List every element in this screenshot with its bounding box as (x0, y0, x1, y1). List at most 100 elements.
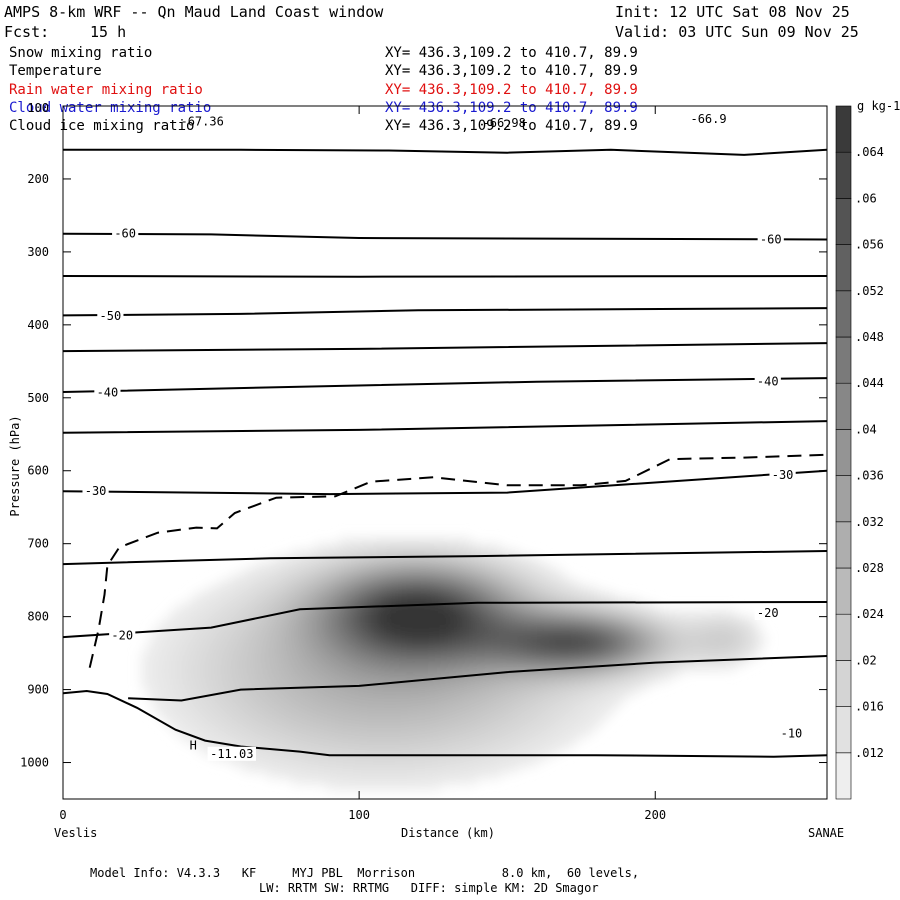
heat-cell (405, 760, 412, 767)
heat-cell (519, 670, 526, 677)
heat-cell (375, 718, 382, 725)
heat-cell (435, 616, 442, 623)
heat-cell (453, 550, 460, 557)
heat-cell (495, 688, 502, 695)
heat-cell (561, 676, 568, 683)
heat-cell (387, 772, 394, 779)
heat-cell (429, 760, 436, 767)
heat-cell (369, 730, 376, 737)
heat-cell (267, 694, 274, 701)
heat-cell (759, 640, 766, 647)
heat-cell (519, 610, 526, 617)
heat-cell (495, 622, 502, 629)
heat-cell (405, 574, 412, 581)
heat-cell (567, 634, 574, 641)
heat-cell (483, 658, 490, 665)
heat-cell (405, 610, 412, 617)
heat-cell (585, 652, 592, 659)
heat-cell (345, 700, 352, 707)
heat-cell (213, 646, 220, 653)
heat-cell (543, 700, 550, 707)
heat-cell (321, 748, 328, 755)
heat-cell (291, 658, 298, 665)
heat-cell (213, 742, 220, 749)
heat-cell (405, 562, 412, 569)
heat-cell (669, 622, 676, 629)
contour-label-bg (754, 605, 781, 620)
heat-cell (525, 574, 532, 581)
heat-cell (387, 718, 394, 725)
heat-cell (687, 664, 694, 671)
heat-cell (303, 736, 310, 743)
heat-cell (507, 730, 514, 737)
heat-cell (339, 712, 346, 719)
heat-cell (327, 730, 334, 737)
heat-cell (417, 592, 424, 599)
heat-cell (579, 640, 586, 647)
heat-cell (225, 718, 232, 725)
heat-cell (477, 760, 484, 767)
heat-cell (261, 742, 268, 749)
heat-cell (279, 628, 286, 635)
heat-cell (627, 622, 634, 629)
heat-cell (645, 610, 652, 617)
heat-cell (459, 580, 466, 587)
heat-cell (429, 688, 436, 695)
heat-cell (657, 610, 664, 617)
heat-cell (417, 652, 424, 659)
heat-cell (327, 772, 334, 779)
heat-cell (555, 568, 562, 575)
heat-cell (399, 538, 406, 545)
heat-cell (279, 652, 286, 659)
heat-cell (495, 556, 502, 563)
heat-cell (231, 580, 238, 587)
heat-cell (417, 748, 424, 755)
temperature-contour-m60 (63, 232, 827, 241)
heat-cell (189, 664, 196, 671)
heat-cell (369, 700, 376, 707)
heat-cell (615, 622, 622, 629)
heat-cell (189, 730, 196, 737)
heat-cell (183, 652, 190, 659)
heat-cell (243, 742, 250, 749)
heat-cell (561, 670, 568, 677)
heat-cell (315, 676, 322, 683)
heat-cell (189, 676, 196, 683)
heat-cell (345, 778, 352, 785)
heat-cell (183, 634, 190, 641)
heat-cell (651, 622, 658, 629)
heat-cell (507, 622, 514, 629)
heat-cell (471, 652, 478, 659)
heat-cell (501, 634, 508, 641)
heat-cell (489, 544, 496, 551)
heat-cell (381, 586, 388, 593)
heat-cell (483, 682, 490, 689)
heat-cell (315, 580, 322, 587)
heat-cell (465, 724, 472, 731)
heat-cell (693, 664, 700, 671)
heat-cell (741, 628, 748, 635)
heat-cell (411, 538, 418, 545)
heat-cell (405, 694, 412, 701)
heat-cell (423, 718, 430, 725)
heat-cell (261, 706, 268, 713)
heat-cell (555, 616, 562, 623)
heat-cell (513, 694, 520, 701)
heat-cell (249, 682, 256, 689)
heat-cell (525, 706, 532, 713)
heat-cell (237, 736, 244, 743)
heat-cell (441, 748, 448, 755)
heat-cell (723, 658, 730, 665)
heat-cell (573, 724, 580, 731)
heat-cell (327, 760, 334, 767)
heat-cell (429, 616, 436, 623)
heat-cell (303, 664, 310, 671)
heat-cell (483, 742, 490, 749)
heat-cell (375, 598, 382, 605)
heat-cell (291, 772, 298, 779)
heat-cell (723, 664, 730, 671)
heat-cell (243, 682, 250, 689)
heat-cell (549, 676, 556, 683)
heat-cell (459, 766, 466, 773)
heat-cell (165, 634, 172, 641)
